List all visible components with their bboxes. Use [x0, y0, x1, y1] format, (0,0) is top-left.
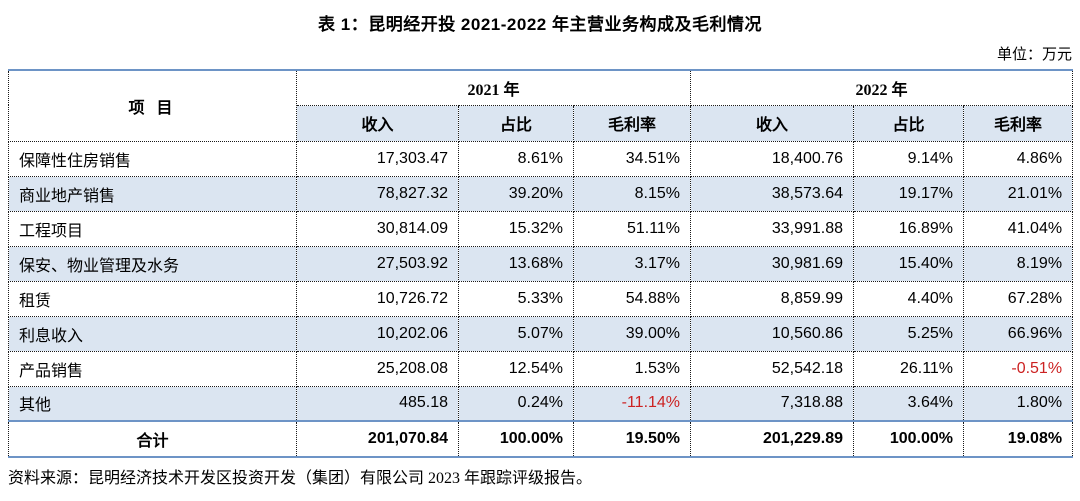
table-cell: 5.07%: [458, 315, 574, 352]
table-cell: 7,318.88: [690, 385, 855, 422]
col-header-margin-2022: 毛利率: [963, 104, 1074, 142]
row-label: 保安、物业管理及水务: [8, 245, 297, 282]
table-cell: 19.17%: [853, 175, 965, 212]
table-cell: 13.68%: [458, 245, 574, 282]
table-cell: 41.04%: [963, 210, 1074, 247]
table-cell: 25,208.08: [296, 350, 459, 387]
table-cell: 67.28%: [963, 280, 1074, 317]
col-header-share-2021: 占比: [458, 104, 574, 142]
table-cell: 10,726.72: [296, 280, 459, 317]
table-cell: 78,827.32: [296, 175, 459, 212]
table-row: 保障性住房销售 17,303.47 8.61% 34.51% 18,400.76 9.14…: [8, 140, 1074, 177]
table-cell: 12.54%: [458, 350, 574, 387]
source-note: 资料来源：昆明经济技术开发区投资开发（集团）有限公司 2023 年跟踪评级报告。: [8, 470, 593, 487]
table-cell: 18,400.76: [690, 140, 855, 177]
total-row: 合计 201,070.84 100.00% 19.50% 201,229.89 100.0…: [8, 420, 1074, 458]
table-cell: 4.86%: [963, 140, 1074, 177]
table-cell: 66.96%: [963, 315, 1074, 352]
col-header-2021: 2021 年: [295, 69, 692, 106]
row-label: 商业地产销售: [8, 175, 297, 212]
col-header-share-2022: 占比: [853, 104, 965, 142]
document-page: 表 1：昆明经开投 2021-2022 年主营业务构成及毛利情况 单位：万元 项…: [8, 15, 1074, 487]
table-cell: 485.18: [296, 385, 459, 422]
col-header-margin-2021: 毛利率: [572, 104, 692, 142]
total-cell: 19.08%: [963, 420, 1074, 458]
table-cell: 1.80%: [963, 385, 1074, 422]
table-cell: 10,560.86: [690, 315, 855, 352]
col-header-2022: 2022 年: [690, 69, 1074, 106]
row-label: 保障性住房销售: [8, 140, 297, 177]
total-cell: 19.50%: [572, 420, 692, 458]
col-header-income-2022: 收入: [690, 104, 855, 142]
total-cell: 100.00%: [853, 420, 965, 458]
table-cell: 3.17%: [572, 245, 692, 282]
total-cell: 100.00%: [458, 420, 574, 458]
total-label: 合计: [8, 420, 297, 458]
table-cell: 10,202.06: [296, 315, 459, 352]
table-cell: 9.14%: [853, 140, 965, 177]
col-header-item: 项 目: [8, 69, 297, 142]
row-label: 利息收入: [8, 315, 297, 352]
table-cell: -11.14%: [572, 385, 692, 422]
table-cell: 39.20%: [458, 175, 574, 212]
table-cell: 33,991.88: [690, 210, 855, 247]
table-cell: -0.51%: [963, 350, 1074, 387]
table-cell: 52,542.18: [690, 350, 855, 387]
table-cell: 15.40%: [853, 245, 965, 282]
sub-header-row: 收入 占比 毛利率 收入 占比 毛利率: [9, 104, 1074, 142]
row-label: 其他: [8, 385, 297, 422]
table-cell: 5.25%: [853, 315, 965, 352]
table-cell: 8,859.99: [690, 280, 855, 317]
table-row: 其他 485.18 0.24% -11.14% 7,318.88 3.64% 1.80%: [8, 385, 1074, 422]
table-cell: 3.64%: [853, 385, 965, 422]
row-label: 工程项目: [8, 210, 297, 247]
table-row: 商业地产销售 78,827.32 39.20% 8.15% 38,573.64 19.17…: [8, 175, 1074, 212]
table-body: 保障性住房销售 17,303.47 8.61% 34.51% 18,400.76 9.14…: [8, 140, 1074, 458]
table-cell: 5.33%: [458, 280, 574, 317]
table-cell: 15.32%: [458, 210, 574, 247]
table-cell: 27,503.92: [296, 245, 459, 282]
col-header-income-2021: 收入: [296, 104, 459, 142]
total-cell: 201,229.89: [690, 420, 855, 458]
table-cell: 21.01%: [963, 175, 1074, 212]
table-cell: 54.88%: [572, 280, 692, 317]
table-cell: 51.11%: [572, 210, 692, 247]
table-cell: 34.51%: [572, 140, 692, 177]
business-composition-table: 项 目 2021 年 2022 年 收入 占比 毛利率 收入 占比 毛利率 保障…: [8, 69, 1074, 458]
table-row: 租赁 10,726.72 5.33% 54.88% 8,859.99 4.40% 67.28…: [8, 280, 1074, 317]
unit-label: 单位：万元: [996, 47, 1072, 63]
table-cell: 0.24%: [458, 385, 574, 422]
table-cell: 30,981.69: [690, 245, 855, 282]
table-cell: 16.89%: [853, 210, 965, 247]
row-label: 产品销售: [8, 350, 297, 387]
total-cell: 201,070.84: [296, 420, 459, 458]
table-cell: 1.53%: [572, 350, 692, 387]
table-title: 表 1：昆明经开投 2021-2022 年主营业务构成及毛利情况: [318, 15, 762, 34]
table-row: 产品销售 25,208.08 12.54% 1.53% 52,542.18 26.11% -…: [8, 350, 1074, 387]
table-row: 保安、物业管理及水务 27,503.92 13.68% 3.17% 30,981.69 1…: [8, 245, 1074, 282]
table-cell: 8.15%: [572, 175, 692, 212]
table-cell: 17,303.47: [296, 140, 459, 177]
table-cell: 4.40%: [853, 280, 965, 317]
row-label: 租赁: [8, 280, 297, 317]
table-cell: 30,814.09: [296, 210, 459, 247]
year-header-row: 项 目 2021 年 2022 年: [8, 69, 1074, 142]
table-cell: 38,573.64: [690, 175, 855, 212]
table-cell: 8.19%: [963, 245, 1074, 282]
table-cell: 26.11%: [853, 350, 965, 387]
table-cell: 39.00%: [572, 315, 692, 352]
table-cell: 8.61%: [458, 140, 574, 177]
table-row: 利息收入 10,202.06 5.07% 39.00% 10,560.86 5.25% 66…: [8, 315, 1074, 352]
table-row: 工程项目 30,814.09 15.32% 51.11% 33,991.88 16.89%…: [8, 210, 1074, 247]
